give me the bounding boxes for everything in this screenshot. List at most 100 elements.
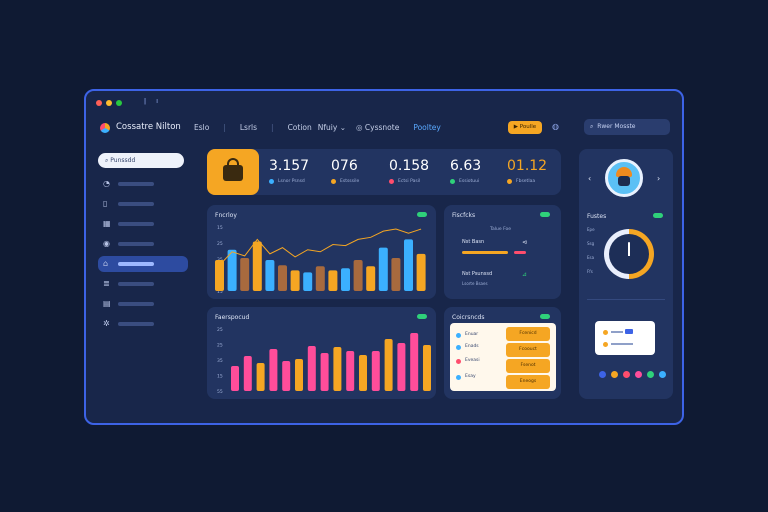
- legend-dot: [331, 179, 336, 184]
- button-label: Poulle: [519, 124, 537, 130]
- notification-card[interactable]: [595, 321, 655, 355]
- nav-item-cyssnote[interactable]: ◎ Cyssnote: [356, 123, 399, 132]
- edit-icon[interactable]: ǀ: [144, 97, 147, 105]
- nav-item-active[interactable]: Pooltey: [413, 123, 441, 132]
- sidebar-item[interactable]: ≣: [98, 276, 188, 292]
- primary-action-button[interactable]: ▶ Poulle: [508, 121, 542, 134]
- chart-bar: [243, 356, 252, 391]
- sidebar-item[interactable]: ◔: [98, 176, 188, 192]
- color-swatch[interactable]: [599, 371, 606, 378]
- chart-bar: [391, 257, 401, 291]
- nav-item[interactable]: Eslo: [194, 123, 210, 132]
- top-search-input[interactable]: ⌕ Rwer Mosste: [584, 119, 670, 135]
- text-line: [611, 331, 623, 333]
- chevron-right-icon[interactable]: ›: [657, 174, 661, 183]
- sidebar-item-label: [118, 262, 154, 266]
- color-swatches: [599, 371, 666, 378]
- brand-name: Cossatre Nilton: [116, 122, 181, 132]
- card-toggle[interactable]: [653, 213, 663, 218]
- bar-chart-card-top: Fncrloy 1525351515: [207, 205, 436, 299]
- sidebar-item[interactable]: ▯: [98, 196, 188, 212]
- chevron-left-icon[interactable]: ‹: [588, 174, 592, 183]
- list-action-button[interactable]: Fsenot: [506, 359, 550, 373]
- chevron-icon[interactable]: ⊲: [522, 239, 528, 246]
- nav-item-label: Cyssnote: [364, 123, 400, 132]
- stat-label-text: Essiotuui: [459, 179, 480, 184]
- window-control-dot[interactable]: [106, 100, 112, 106]
- search-placeholder: Rwer Mosste: [597, 123, 636, 130]
- chart-bar: [404, 239, 413, 291]
- list-action-button[interactable]: Fcenicd: [506, 327, 550, 341]
- bar-chart: 25 25 35 15 55: [217, 327, 431, 395]
- card-toggle[interactable]: [417, 212, 427, 217]
- tick-label: Epe: [587, 227, 595, 232]
- chart-bar: [333, 347, 342, 391]
- chart-bar: [346, 351, 355, 391]
- sidebar-item-label: [118, 282, 154, 286]
- card-title: Fustes: [587, 213, 607, 220]
- color-swatch[interactable]: [647, 371, 654, 378]
- tick-label: Ffs: [587, 269, 593, 274]
- summary-row-sub: Lsorte Bsaes: [462, 281, 488, 286]
- chart-bar: [269, 349, 278, 391]
- sidebar-item[interactable]: ▦: [98, 216, 188, 232]
- color-swatch[interactable]: [635, 371, 642, 378]
- nav-divider: |: [271, 123, 274, 132]
- list-action-button[interactable]: Fcoouct: [506, 343, 550, 357]
- top-bar: Cossatre Nilton Eslo | Lsrls | Cotion Nf…: [100, 119, 672, 137]
- sidebar-item-label: [118, 222, 154, 226]
- chart-bar: [416, 253, 426, 291]
- nav-item-label: Nfuiy: [317, 123, 338, 132]
- chart-bar: [278, 265, 287, 291]
- chart-bar: [252, 241, 262, 291]
- card-title: Fiscfcks: [452, 212, 476, 219]
- card-toggle[interactable]: [540, 314, 550, 319]
- layout-icon: ▤: [103, 299, 111, 308]
- stack-icon: ≣: [103, 279, 110, 288]
- sidebar-item[interactable]: ◉: [98, 236, 188, 252]
- clock-face: [609, 234, 649, 274]
- color-swatch[interactable]: [659, 371, 666, 378]
- stat-item: 6.63 Essiotuui: [450, 158, 481, 184]
- summary-card: Fiscfcks Talue Foe Nst Basn ⊲ Nst Psunss…: [444, 205, 561, 299]
- chart-bar: [265, 260, 275, 291]
- list-item-label: Enuar: [465, 332, 479, 337]
- window-control-dot[interactable]: [96, 100, 102, 106]
- avatar[interactable]: [605, 159, 643, 197]
- top-nav: Eslo | Lsrls | Cotion Nfuiy ⌄ ◎ Cyssnote…: [194, 123, 441, 132]
- info-icon[interactable]: ı: [156, 97, 159, 105]
- chart-bar: [240, 257, 250, 291]
- stat-item: 076 Estsssile: [331, 158, 359, 184]
- nav-item-dropdown[interactable]: Nfuiy ⌄: [318, 123, 346, 132]
- list-action-button[interactable]: Eneogs: [506, 375, 550, 389]
- chart-bar: [290, 270, 300, 291]
- sidebar-item[interactable]: ⌂: [98, 256, 188, 272]
- card-title: Fncrloy: [215, 212, 237, 219]
- chevron-down-icon: ⌄: [339, 123, 346, 132]
- bookmark-icon: ▯: [103, 199, 108, 208]
- tick-label: Ssg: [587, 241, 595, 246]
- tick-label: 15: [217, 289, 223, 295]
- color-swatch[interactable]: [611, 371, 618, 378]
- color-swatch[interactable]: [623, 371, 630, 378]
- sidebar-item-label: [118, 202, 154, 206]
- sidebar-item[interactable]: ✲: [98, 316, 188, 332]
- shopping-bag-tile[interactable]: [207, 149, 259, 195]
- nav-item[interactable]: Cotion: [287, 123, 312, 132]
- card-toggle[interactable]: [540, 212, 550, 217]
- grid-icon: ▦: [103, 219, 111, 228]
- stat-value: 076: [331, 158, 358, 174]
- sidebar-search-input[interactable]: ⌕ Punssdd: [98, 153, 184, 168]
- summary-progress-bar: [462, 251, 508, 254]
- chart-bar: [315, 266, 325, 291]
- card-toggle[interactable]: [417, 314, 427, 319]
- chart-icon: ◔: [103, 179, 110, 188]
- window-control-dot[interactable]: [116, 100, 122, 106]
- sidebar-item[interactable]: ▤: [98, 296, 188, 312]
- stat-label-text: Fbsetlaa: [516, 179, 536, 184]
- stat-label-text: Estsssile: [340, 179, 360, 184]
- nav-item[interactable]: Lsrls: [239, 123, 258, 132]
- chart-bar: [303, 272, 313, 291]
- shield-icon[interactable]: ◍: [552, 122, 559, 131]
- list-item-label: Eveasi: [465, 358, 480, 363]
